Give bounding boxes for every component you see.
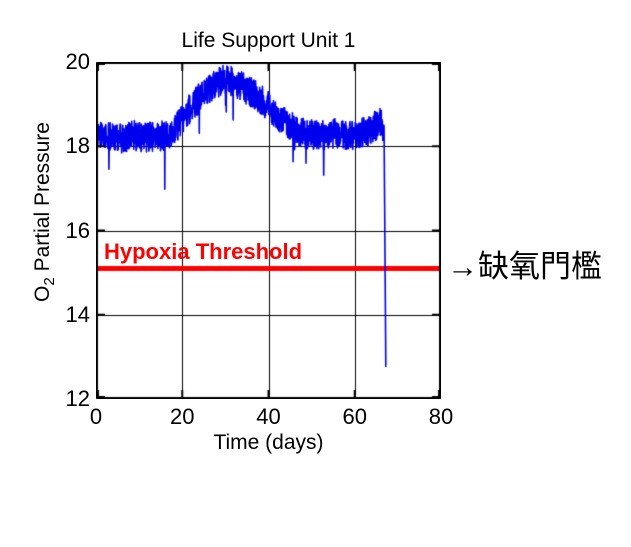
x-tick-label: 20 [170, 404, 195, 429]
y-axis-label-rest: Partial Pressure [30, 122, 54, 278]
cjk-threshold-annotation: →缺氧門檻 [447, 249, 602, 284]
chart-title: Life Support Unit 1 [181, 29, 356, 52]
y-axis-label-subscript: 2 [41, 277, 59, 286]
x-tick-label: 60 [342, 404, 367, 429]
x-axis-label: Time (days) [213, 431, 324, 454]
chart-canvas [96, 62, 441, 399]
x-tick-label: 0 [89, 404, 103, 429]
y-tick-label: 14 [65, 301, 90, 327]
x-tick-label: 80 [428, 404, 454, 429]
y-tick-label: 20 [65, 49, 90, 74]
y-tick-label: 18 [65, 133, 90, 159]
x-tick-label: 40 [256, 404, 281, 429]
hypoxia-threshold-label: Hypoxia Threshold [104, 239, 303, 264]
y-tick-label: 16 [65, 217, 90, 243]
y-axis-label: O2 Partial Pressure [31, 122, 61, 302]
y-axis-label-prefix: O [30, 285, 54, 302]
y-tick-label: 12 [65, 386, 90, 411]
plot-area: Hypoxia Threshold [96, 62, 441, 399]
